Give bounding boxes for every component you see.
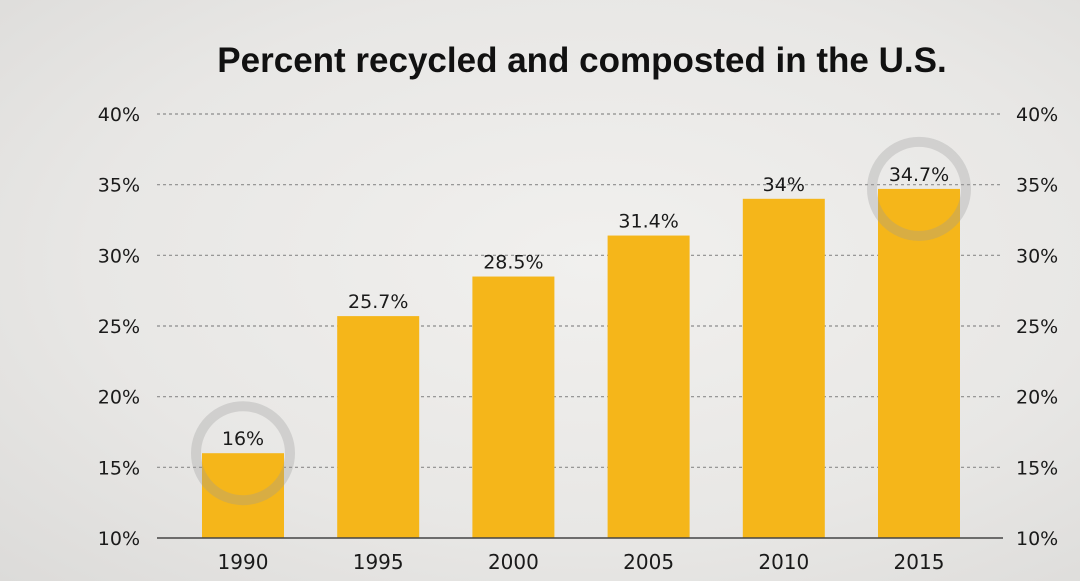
value-label-1990: 16%: [222, 428, 264, 450]
chart-title: Percent recycled and composted in the U.…: [217, 41, 946, 80]
y-tick-label-left: 15%: [98, 457, 140, 479]
y-tick-label-right: 30%: [1016, 245, 1058, 267]
bar-1995: [337, 316, 420, 538]
value-labels: 16% 25.7% 28.5% 31.4% 34% 34.7%: [222, 164, 949, 450]
x-axis: 1990 1995 2000 2005 2010 2015: [157, 537, 1003, 574]
highlight-ring-1990: [191, 401, 295, 506]
x-tick-label-2010: 2010: [758, 550, 809, 574]
x-tick-label-1990: 1990: [218, 550, 269, 574]
y-tick-label-left: 25%: [98, 316, 140, 338]
y-axis-left: 10% 15% 20% 25% 30% 35% 40%: [98, 104, 140, 550]
x-tick-label-1995: 1995: [353, 550, 404, 574]
y-tick-label-right: 35%: [1016, 175, 1058, 197]
y-tick-label-right: 25%: [1016, 316, 1058, 338]
y-tick-label-right: 20%: [1016, 387, 1058, 409]
highlight-ring-2015: [867, 136, 971, 241]
bar-2015: [878, 188, 960, 538]
bar-2010: [742, 198, 825, 539]
value-label-2010: 34%: [763, 174, 805, 196]
gridlines: [157, 113, 1003, 468]
x-tick-label-2015: 2015: [894, 550, 945, 574]
y-tick-label-right: 10%: [1016, 528, 1058, 550]
value-label-2015: 34.7%: [889, 164, 949, 186]
value-label-2000: 28.5%: [483, 252, 543, 274]
y-tick-label-left: 20%: [98, 387, 140, 409]
y-axis-right: 10% 15% 20% 25% 30% 35% 40%: [1016, 104, 1058, 550]
y-tick-label-right: 15%: [1016, 457, 1058, 479]
bar-1990: [202, 453, 284, 538]
y-tick-label-left: 40%: [98, 104, 140, 126]
value-label-1995: 25.7%: [348, 291, 408, 313]
bars: [202, 188, 960, 539]
highlight-rings: [191, 136, 971, 506]
x-tick-label-2005: 2005: [623, 550, 674, 574]
y-tick-label-left: 35%: [98, 175, 140, 197]
bar-2000: [472, 276, 555, 538]
y-tick-label-left: 10%: [98, 528, 140, 550]
bar-2005: [607, 235, 690, 538]
x-tick-label-2000: 2000: [488, 550, 539, 574]
y-tick-label-left: 30%: [98, 245, 140, 267]
y-tick-label-right: 40%: [1016, 104, 1058, 126]
value-label-2005: 31.4%: [618, 211, 678, 233]
